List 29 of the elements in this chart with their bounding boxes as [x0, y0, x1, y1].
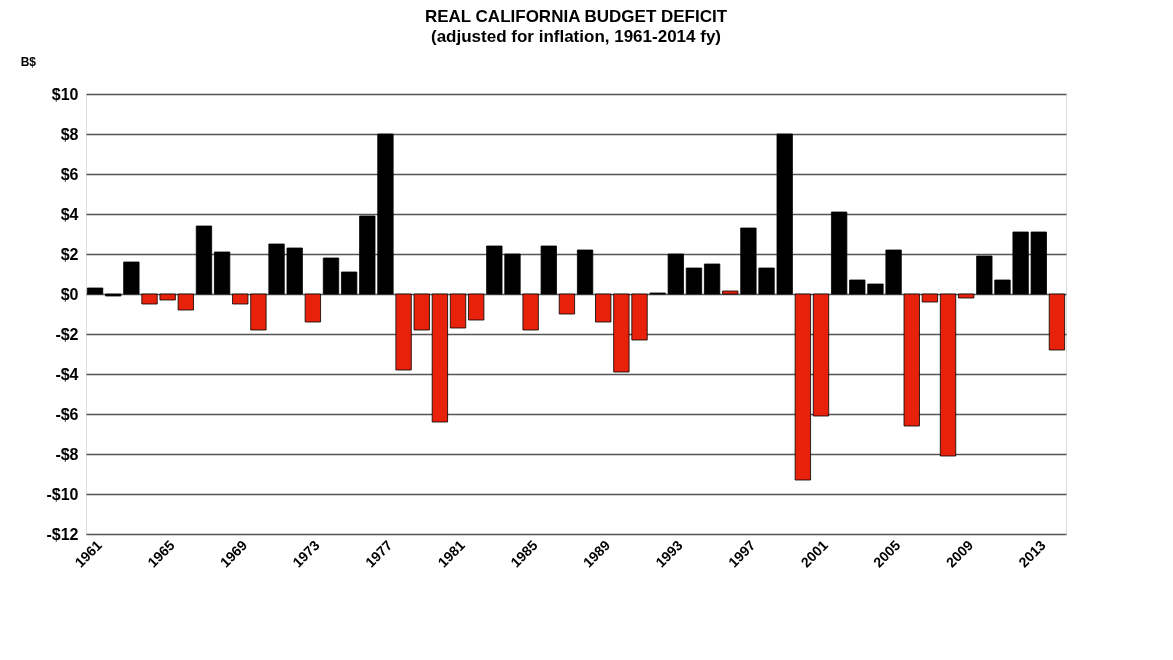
bar: [1048, 293, 1066, 351]
y-tick-label: -$2: [55, 325, 79, 343]
y-tick-label: -$8: [55, 445, 79, 463]
bar: [812, 293, 830, 417]
bar: [558, 293, 576, 315]
bar: [576, 249, 594, 295]
bar: [195, 225, 213, 295]
y-tick-label: $0: [60, 285, 79, 303]
bar: [214, 251, 231, 295]
bar: [431, 293, 448, 423]
y-axis-title: B$: [20, 55, 37, 69]
bar: [704, 263, 721, 295]
bar: [322, 257, 340, 295]
y-tick-label: $10: [51, 85, 79, 103]
y-tick-label: -$12: [46, 525, 79, 543]
bar: [86, 287, 104, 295]
y-tick-label: $4: [60, 205, 79, 223]
bar: [449, 293, 467, 329]
y-tick-label: $8: [60, 125, 79, 143]
bar: [939, 293, 957, 457]
y-tick-label: -$6: [55, 405, 79, 423]
chart-title: REAL CALIFORNIA BUDGET DEFICIT: [424, 7, 728, 26]
y-tick-label: -$10: [46, 485, 79, 503]
y-tick-label: $6: [60, 165, 79, 183]
y-tick-label: -$4: [55, 365, 79, 383]
bar: [921, 293, 938, 303]
chart-subtitle: (adjusted for inflation, 1961-2014 fy): [430, 27, 722, 46]
bar: [685, 267, 703, 295]
y-tick-label: $2: [60, 245, 79, 263]
